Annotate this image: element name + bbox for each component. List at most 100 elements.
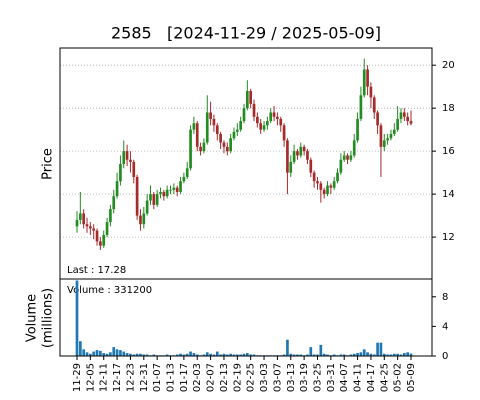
candle-body <box>89 226 92 229</box>
candle-body <box>359 95 363 119</box>
candle-body <box>162 191 166 197</box>
candle-body <box>289 161 293 173</box>
candle-body <box>362 69 366 96</box>
candle-body <box>372 97 376 113</box>
candle-body <box>199 146 202 152</box>
candle-body <box>142 213 146 225</box>
price-frame <box>59 47 433 280</box>
candle-body <box>339 159 343 173</box>
volume-bar <box>312 354 316 356</box>
candle-body <box>309 159 313 173</box>
candle-body <box>269 112 273 122</box>
candle-body <box>342 155 346 160</box>
candle-body <box>235 129 239 132</box>
candle-body <box>75 219 79 227</box>
volume-bar <box>332 354 336 356</box>
volume-bar <box>232 354 236 356</box>
candle-body <box>326 185 329 195</box>
volume-bar <box>209 353 212 356</box>
y-tick-label: 20 <box>442 60 455 71</box>
volume-bar <box>406 352 409 356</box>
volume-bar <box>82 349 86 356</box>
candle-body <box>112 196 116 210</box>
candle-body <box>92 228 96 231</box>
candle-body <box>229 138 232 152</box>
candle-body <box>219 133 222 143</box>
candle-body <box>225 146 229 152</box>
candle-body <box>169 189 172 191</box>
volume-bar <box>205 352 209 356</box>
candle-body <box>276 116 279 119</box>
candle-body <box>175 187 179 192</box>
volume-bar <box>326 354 329 356</box>
candle-body <box>172 187 176 190</box>
volume-bar <box>109 352 112 356</box>
candle-body <box>192 123 196 130</box>
volume-bar <box>202 354 206 356</box>
x-tick-label: 05-02 <box>393 363 404 392</box>
x-tick-label: 03-03 <box>259 363 270 392</box>
volume-bar <box>132 354 136 356</box>
volume-bar <box>102 353 106 356</box>
volume-bar <box>349 354 353 356</box>
x-tick-label: 03-19 <box>299 363 310 392</box>
volume-bar <box>235 354 239 356</box>
candle-body <box>182 176 186 182</box>
x-tick-label: 04-11 <box>353 363 364 392</box>
volume-bar <box>95 350 99 356</box>
candle-body <box>195 123 199 147</box>
candle-body <box>115 181 119 197</box>
candle-body <box>396 118 399 130</box>
candle-body <box>132 161 136 177</box>
x-tick-label: 02-13 <box>219 363 230 392</box>
volume-bar <box>99 350 102 356</box>
x-tick-label: 03-13 <box>286 363 297 392</box>
volume-bar <box>105 353 109 356</box>
volume-bar <box>249 354 253 356</box>
volume-bar <box>392 353 396 356</box>
x-tick-label: 01-13 <box>166 363 177 392</box>
candle-body <box>145 200 149 214</box>
volume-bar <box>289 353 293 356</box>
candle-body <box>292 151 296 162</box>
candle-body <box>369 86 373 98</box>
candle-body <box>262 125 266 130</box>
volume-bar <box>299 354 303 356</box>
candle-body <box>252 103 256 117</box>
candle-body <box>352 140 356 156</box>
volume-bar <box>386 354 389 356</box>
candle-body <box>349 155 353 160</box>
x-tick-label: 02-07 <box>206 363 217 392</box>
candle-body <box>165 189 169 197</box>
volume-bar <box>339 354 343 356</box>
x-tick-label: 02-19 <box>232 363 243 392</box>
x-tick-label: 01-17 <box>179 363 190 392</box>
x-tick-label: 05-09 <box>406 363 417 392</box>
y-tick-label: 18 <box>442 103 455 114</box>
x-tick-label: 11-29 <box>72 363 83 392</box>
y-tick-label: 12 <box>442 232 455 243</box>
volume-bar <box>252 354 256 356</box>
candle-body <box>155 194 159 205</box>
candle-body <box>296 151 299 156</box>
volume-bar <box>402 353 406 356</box>
volume-bar <box>89 353 92 356</box>
x-tick-label: 12-17 <box>112 363 123 392</box>
volume-bar <box>142 354 146 356</box>
last-annotation: Last : 17.28 <box>67 265 126 276</box>
volume-bar <box>372 354 376 356</box>
x-tick-label: 04-25 <box>379 363 390 392</box>
x-tick-label: 04-17 <box>366 363 377 392</box>
candle-body <box>356 118 359 141</box>
x-tick-label: 03-25 <box>312 363 323 392</box>
candle-body <box>306 151 309 160</box>
volume-frame <box>59 278 433 357</box>
candle-body <box>232 131 236 139</box>
volume-axis-label: Volume <box>25 294 40 342</box>
candle-body <box>102 234 106 246</box>
volume-bar <box>306 354 309 356</box>
candle-body <box>246 90 249 109</box>
candle-body <box>329 185 333 188</box>
x-tick-label: 03-07 <box>272 363 283 392</box>
